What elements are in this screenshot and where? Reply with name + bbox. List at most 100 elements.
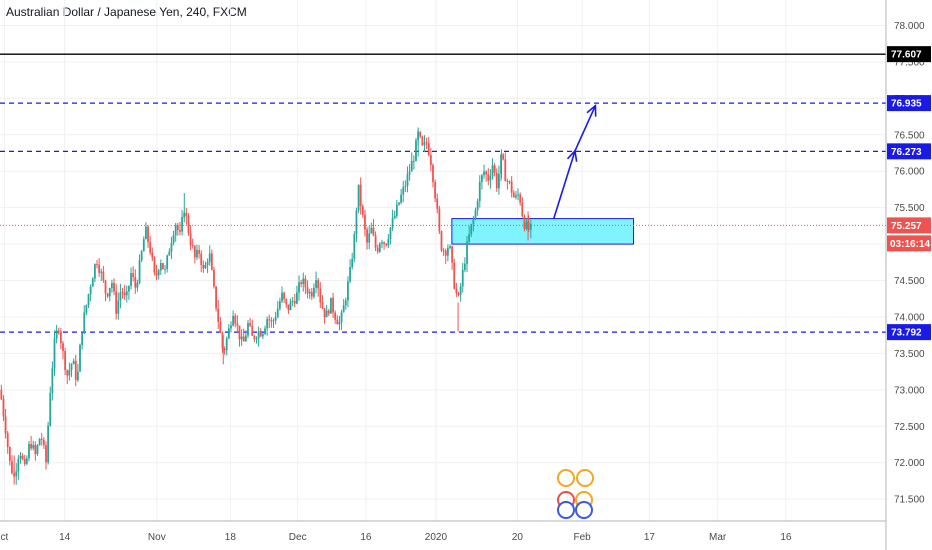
candle-body [472,218,475,224]
candle-body [130,273,132,287]
candle-body [255,338,258,340]
candle-body [344,300,347,306]
candle-body [87,294,90,305]
candle-body [225,338,228,351]
candle-body [162,263,164,270]
candle-body [210,253,213,270]
horizontal-levels[interactable] [0,53,886,333]
time-tick-label: 14 [59,532,71,543]
candle-body [74,360,77,381]
candle-body [323,308,326,318]
candle-body [334,312,337,320]
candle-body [453,262,456,289]
candle-body [147,226,149,243]
candle-body [412,160,415,162]
candle-body [261,333,264,337]
candle-body [432,165,434,183]
candle-body [166,255,169,269]
candle-body [332,297,334,313]
candle-body [387,239,390,246]
candle-body [104,280,107,294]
candle-body [295,292,298,304]
price-axis[interactable]: 71.500 72.000 72.500 73.000 73.500 74.000 74.5… [885,0,925,550]
candle-body [491,165,494,176]
candle-body [115,291,118,314]
events-icons[interactable] [557,469,594,519]
candle-body [38,438,41,446]
candle-body [49,393,52,426]
projection-arrows[interactable] [552,103,597,219]
candle-body [321,302,324,309]
candle-body [408,171,411,175]
candle-body [317,280,320,289]
candle-body [85,304,88,313]
candle-body [325,310,328,318]
candle-body [389,227,392,240]
candle-body [62,343,64,352]
candle-body [466,241,468,264]
price-tick-label: 76.000 [894,167,925,178]
candle-body [310,291,313,297]
candle-body [510,181,513,193]
candle-body [66,370,69,376]
candle-body [308,291,311,294]
candle-body [79,345,81,372]
candle-body [463,263,466,270]
candle-body [406,174,409,187]
candle-body [495,172,498,189]
level-tag-1-bg [887,95,931,112]
candle-body [206,261,209,266]
candle-body [359,184,362,207]
candle-body [193,246,196,258]
price-tick-label: 73.500 [894,349,925,360]
candle-body [68,370,71,376]
candle-body [393,216,396,219]
candle-body [242,336,245,342]
price-tick-label: 73.000 [894,385,925,396]
candle-body [272,320,275,322]
candle-body [436,198,439,209]
current-price-tag: 75.257 [891,221,922,232]
candle-body [102,271,105,281]
candle-body [468,234,471,242]
candle-body [234,315,237,324]
candle-body [351,258,354,268]
candle-body [478,181,481,202]
support-zone[interactable] [451,218,634,245]
candle-body [236,323,239,326]
candle-body [172,235,175,243]
candle-body [270,320,273,322]
candle-body [25,458,28,464]
level-tag-3-bg [887,324,931,341]
candle-body [259,331,262,337]
time-tick-label: 18 [225,532,237,543]
candle-body [253,335,256,340]
candle-body [81,333,84,346]
candle-body [287,304,290,311]
candle-body [283,292,286,300]
candle-body [281,292,283,302]
candle-body [51,368,54,394]
time-tick-label: 2020 [425,532,448,543]
candle-body [93,264,96,279]
candle-body [313,287,315,297]
candle-body [451,246,454,263]
candle-body [444,250,447,256]
time-axis[interactable]: ct 14 Nov 18 Dec 16 2020 20 Feb 17 Mar 16 [0,520,886,543]
candle-body [381,242,383,244]
candle-body [293,300,296,304]
candle-body [355,210,358,235]
candle-body [57,330,60,332]
candle-body [111,282,113,288]
time-tick-label: 20 [512,532,524,543]
candle-body [480,175,483,182]
candle-body [123,292,126,296]
candle-body [434,182,437,199]
candle-body [446,247,449,256]
candle-body [117,300,120,314]
candle-body [402,187,405,195]
candle-body [278,301,281,309]
candle-body [106,293,109,297]
candle-body [168,251,171,256]
